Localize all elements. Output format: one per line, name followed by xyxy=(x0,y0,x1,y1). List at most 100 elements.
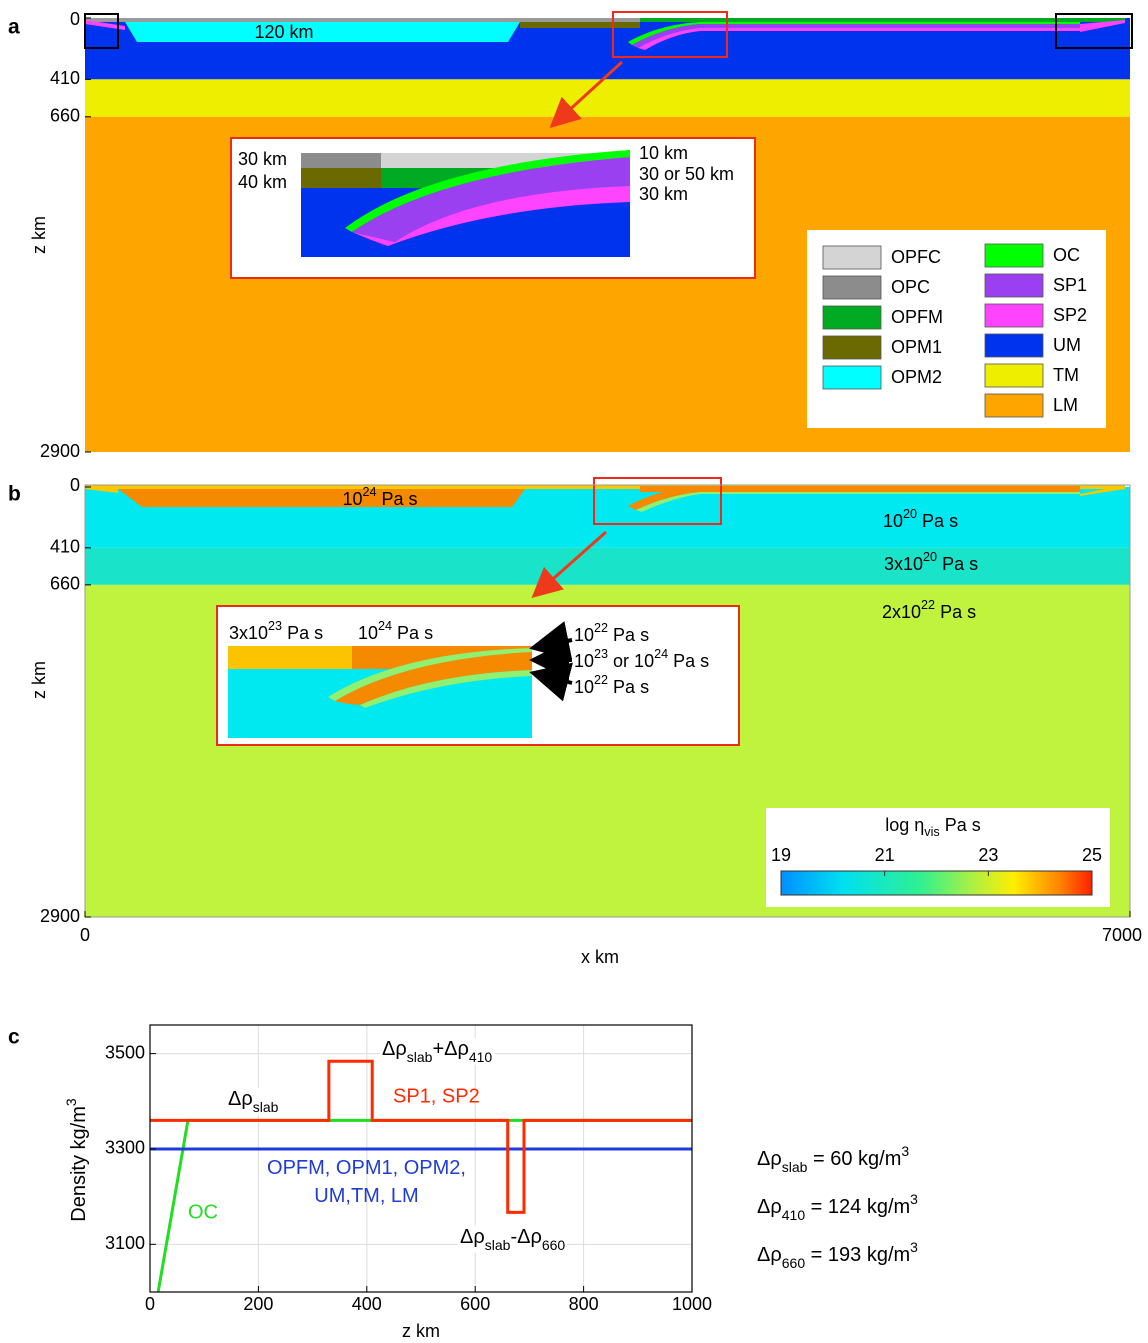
label-background xyxy=(226,1088,281,1115)
y-tick-label: 3300 xyxy=(105,1138,145,1158)
y-tick-label: 0 xyxy=(70,9,80,29)
series-label: OPFM, OPM1, OPM2, UM,TM, LM xyxy=(267,1157,466,1207)
x-axis-label: x km xyxy=(581,947,619,967)
legend-swatch xyxy=(822,275,882,300)
annotation: Δρslab-Δρ660 xyxy=(460,1226,565,1252)
colorbar-tick-label: 23 xyxy=(978,845,998,865)
x-tick-label: 1000 xyxy=(672,1294,712,1314)
text-run: Pa s xyxy=(608,677,649,697)
plot-frame xyxy=(149,1024,693,1293)
supscript: 3 xyxy=(901,1143,909,1159)
colorbar-title: log ηvis Pa s xyxy=(885,815,980,840)
subscript: slab xyxy=(782,1159,808,1175)
supscript: 22 xyxy=(921,598,935,612)
text-run: or 10 xyxy=(608,651,654,671)
y-tick-label: 2900 xyxy=(40,906,80,926)
text-run: Δρ xyxy=(757,1148,782,1170)
text-run: Δρ xyxy=(757,1244,782,1266)
legend-swatch xyxy=(822,245,882,270)
x-axis-label: z km xyxy=(402,1321,440,1341)
y-axis-label: z km xyxy=(29,661,49,699)
legend-label: OPM2 xyxy=(891,367,942,387)
annotation: 120 km xyxy=(254,22,313,42)
text-run: 10 xyxy=(358,623,378,643)
equation: Δρslab = 60 kg/m3 xyxy=(757,1143,909,1175)
inset-label: 3x1023 Pa s xyxy=(229,619,323,642)
text-run: Δρ xyxy=(228,1088,253,1110)
annotation: 1020 Pa s xyxy=(883,507,958,530)
text-run: log η xyxy=(885,815,924,835)
inset-label: 10 km xyxy=(639,143,688,163)
subscript: slab xyxy=(407,1049,433,1065)
subscript: 660 xyxy=(542,1237,566,1253)
line xyxy=(150,1059,692,1214)
text-run: Δρ xyxy=(757,1196,782,1218)
panel-label: b xyxy=(8,483,21,506)
subscript: vis xyxy=(924,825,939,839)
text-run: Δρ xyxy=(382,1038,407,1060)
y-axis-label: Density kg/m3 xyxy=(63,1098,91,1222)
colorbar-tick-label: 19 xyxy=(771,845,791,865)
layer xyxy=(85,547,1130,585)
x-tick-label: 800 xyxy=(569,1294,599,1314)
inset-label: 30 or 50 km xyxy=(639,164,734,184)
y-axis-label: z km xyxy=(29,216,49,254)
text-run: Pa s xyxy=(282,623,323,643)
inset-label: 40 km xyxy=(238,172,287,192)
x-tick-label: 400 xyxy=(352,1294,382,1314)
legend-label: OPM1 xyxy=(891,337,942,357)
text-run: 10 xyxy=(342,489,362,509)
text-run: 10 xyxy=(574,625,594,645)
text-run: Pa s xyxy=(940,815,981,835)
inset-label: 30 km xyxy=(639,184,688,204)
text-run: Pa s xyxy=(917,511,958,531)
annotation: Δρslab xyxy=(228,1088,279,1114)
label-background xyxy=(380,1038,495,1065)
colorbar xyxy=(780,870,1093,896)
inset-label: 1024 Pa s xyxy=(358,619,433,642)
colorbar-tick-label: 21 xyxy=(875,845,895,865)
annotation: 2x1022 Pa s xyxy=(882,598,976,621)
legend-label: OPFM xyxy=(891,307,943,327)
supscript: 3 xyxy=(63,1098,79,1106)
series-label: OC xyxy=(188,1201,218,1223)
text-run: -Δρ xyxy=(510,1226,541,1248)
supscript: 20 xyxy=(903,507,917,521)
inset-label: 1022 Pa s xyxy=(574,621,649,644)
text-run: Pa s xyxy=(935,602,976,622)
annotation: 1024 Pa s xyxy=(342,485,417,508)
text-run: Density kg/m xyxy=(68,1106,90,1222)
annotation: 3x1020 Pa s xyxy=(884,550,978,573)
supscript: 3 xyxy=(910,1191,918,1207)
y-tick-label: 2900 xyxy=(40,441,80,461)
text-run: +Δρ xyxy=(432,1038,468,1060)
legend-swatch xyxy=(984,243,1044,268)
y-tick-label: 3100 xyxy=(105,1233,145,1253)
legend-label: OPC xyxy=(891,277,930,297)
legend-swatch xyxy=(984,273,1044,298)
legend-swatch xyxy=(822,335,882,360)
legend-label: OC xyxy=(1053,245,1080,265)
x-tick-label: 0 xyxy=(80,925,90,945)
x-tick-label: 0 xyxy=(145,1294,155,1314)
legend-swatch xyxy=(984,363,1044,388)
subscript: 660 xyxy=(782,1255,806,1271)
plot-area xyxy=(150,1025,692,1292)
subscript: 410 xyxy=(782,1207,806,1223)
annotation: Δρslab+Δρ410 xyxy=(382,1038,492,1064)
legend-swatch xyxy=(984,303,1044,328)
text-run: = 124 kg/m xyxy=(805,1196,910,1218)
panel-label: c xyxy=(8,1026,20,1049)
supscript: 22 xyxy=(594,621,608,635)
model-geometry xyxy=(85,477,1125,746)
legend-label: OPFC xyxy=(891,247,941,267)
y-tick-label: 660 xyxy=(50,574,80,594)
supscript: 20 xyxy=(923,550,937,564)
text-run: 2x10 xyxy=(882,602,921,622)
text-run: 10 xyxy=(574,677,594,697)
supscript: 23 xyxy=(594,647,608,661)
series-label: SP1, SP2 xyxy=(393,1085,480,1107)
supscript: 3 xyxy=(910,1239,918,1255)
legend-label: UM xyxy=(1053,335,1081,355)
